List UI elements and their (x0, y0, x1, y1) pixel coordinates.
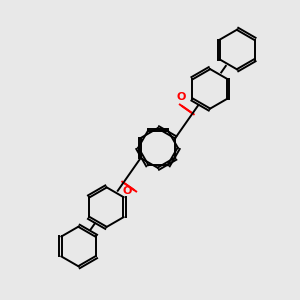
Text: O: O (176, 92, 186, 102)
Text: O: O (123, 186, 132, 196)
